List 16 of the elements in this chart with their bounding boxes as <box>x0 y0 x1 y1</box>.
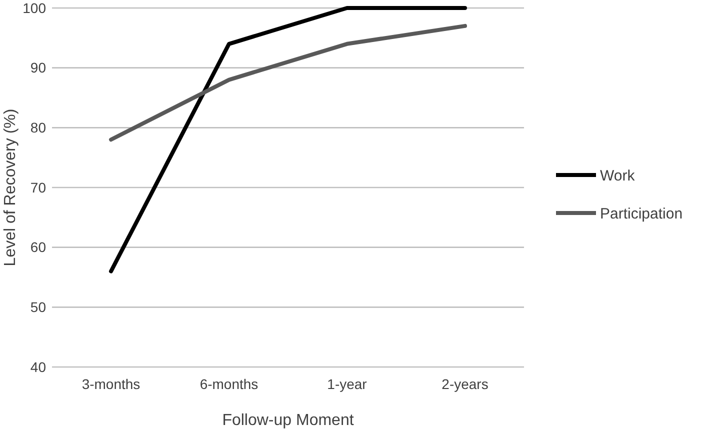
y-tick-label: 100 <box>22 0 46 16</box>
y-tick-label: 50 <box>30 299 46 316</box>
y-tick-label: 70 <box>30 179 46 196</box>
x-axis-title: Follow-up Moment <box>222 412 354 429</box>
y-tick-label: 40 <box>30 358 46 375</box>
x-tick-label: 3-months <box>82 376 140 392</box>
legend-label: Participation <box>600 205 683 222</box>
x-tick-label: 6-months <box>200 376 258 392</box>
y-tick-label: 90 <box>30 60 46 76</box>
x-tick-label: 2-years <box>442 376 488 392</box>
line-series <box>109 24 467 142</box>
y-tick-label: 80 <box>30 120 46 136</box>
y-axis-title: Level of Recovery (%) <box>2 108 19 266</box>
x-tick-label: 1-year <box>327 376 368 392</box>
y-tick-label: 60 <box>30 239 46 256</box>
legend-label: Work <box>600 167 636 184</box>
